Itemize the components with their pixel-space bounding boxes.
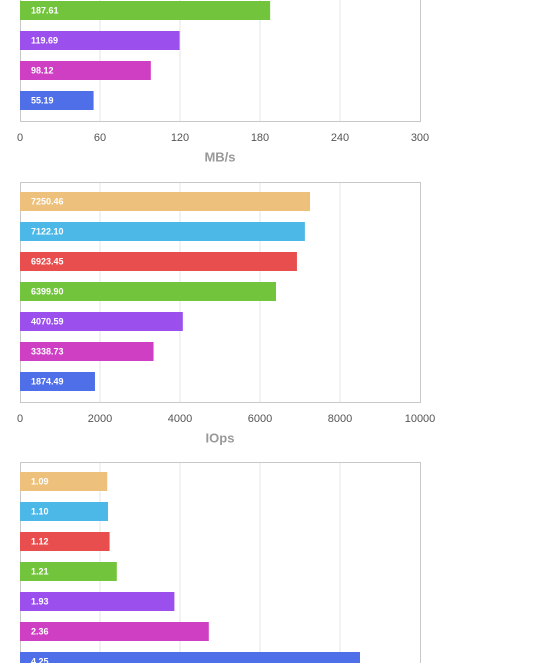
axis-title: IOps	[206, 430, 235, 445]
value-label: 98.12	[31, 65, 54, 75]
bar	[20, 31, 180, 50]
x-tick-label: 120	[171, 132, 189, 144]
bar	[20, 562, 117, 581]
bar	[20, 312, 183, 331]
value-label: 119.69	[31, 35, 58, 45]
value-label: 4070.59	[31, 316, 64, 326]
value-label: 187.61	[31, 5, 59, 15]
value-label: 6923.45	[31, 256, 64, 266]
bar	[20, 502, 108, 521]
bar	[20, 1, 271, 20]
value-label: 1.09	[31, 476, 49, 486]
value-label: 1.12	[31, 536, 49, 546]
x-tick-label: 8000	[328, 413, 352, 425]
x-tick-label: 10000	[405, 413, 436, 425]
bar	[20, 532, 110, 551]
x-tick-label: 300	[411, 132, 429, 144]
bar	[20, 192, 311, 211]
value-label: 6399.90	[31, 286, 64, 296]
bar	[20, 372, 95, 391]
bar	[20, 91, 94, 110]
value-label: 3338.73	[31, 346, 64, 356]
bar	[20, 472, 108, 491]
bar	[20, 222, 305, 241]
bar	[20, 592, 175, 611]
bar	[20, 252, 297, 271]
bar	[20, 282, 276, 301]
value-label: 1.21	[31, 566, 49, 576]
value-label: 7122.10	[31, 226, 64, 236]
x-tick-label: 4000	[168, 413, 192, 425]
x-tick-label: 0	[17, 132, 23, 144]
bar	[20, 61, 151, 80]
x-tick-label: 60	[94, 132, 106, 144]
value-label: 1.10	[31, 506, 49, 516]
bar	[20, 342, 154, 361]
value-label: 1.93	[31, 596, 49, 606]
x-tick-label: 2000	[88, 413, 112, 425]
value-label: 4.25	[31, 656, 49, 663]
value-label: 2.36	[31, 626, 49, 636]
x-tick-label: 0	[17, 413, 23, 425]
axis-title: MB/s	[204, 149, 235, 164]
value-label: 7250.46	[31, 196, 64, 206]
x-tick-label: 240	[331, 132, 349, 144]
bar	[20, 622, 209, 641]
bar	[20, 652, 360, 663]
x-tick-label: 6000	[248, 413, 272, 425]
value-label: 55.19	[31, 95, 54, 105]
x-tick-label: 180	[251, 132, 269, 144]
value-label: 1874.49	[31, 376, 64, 386]
